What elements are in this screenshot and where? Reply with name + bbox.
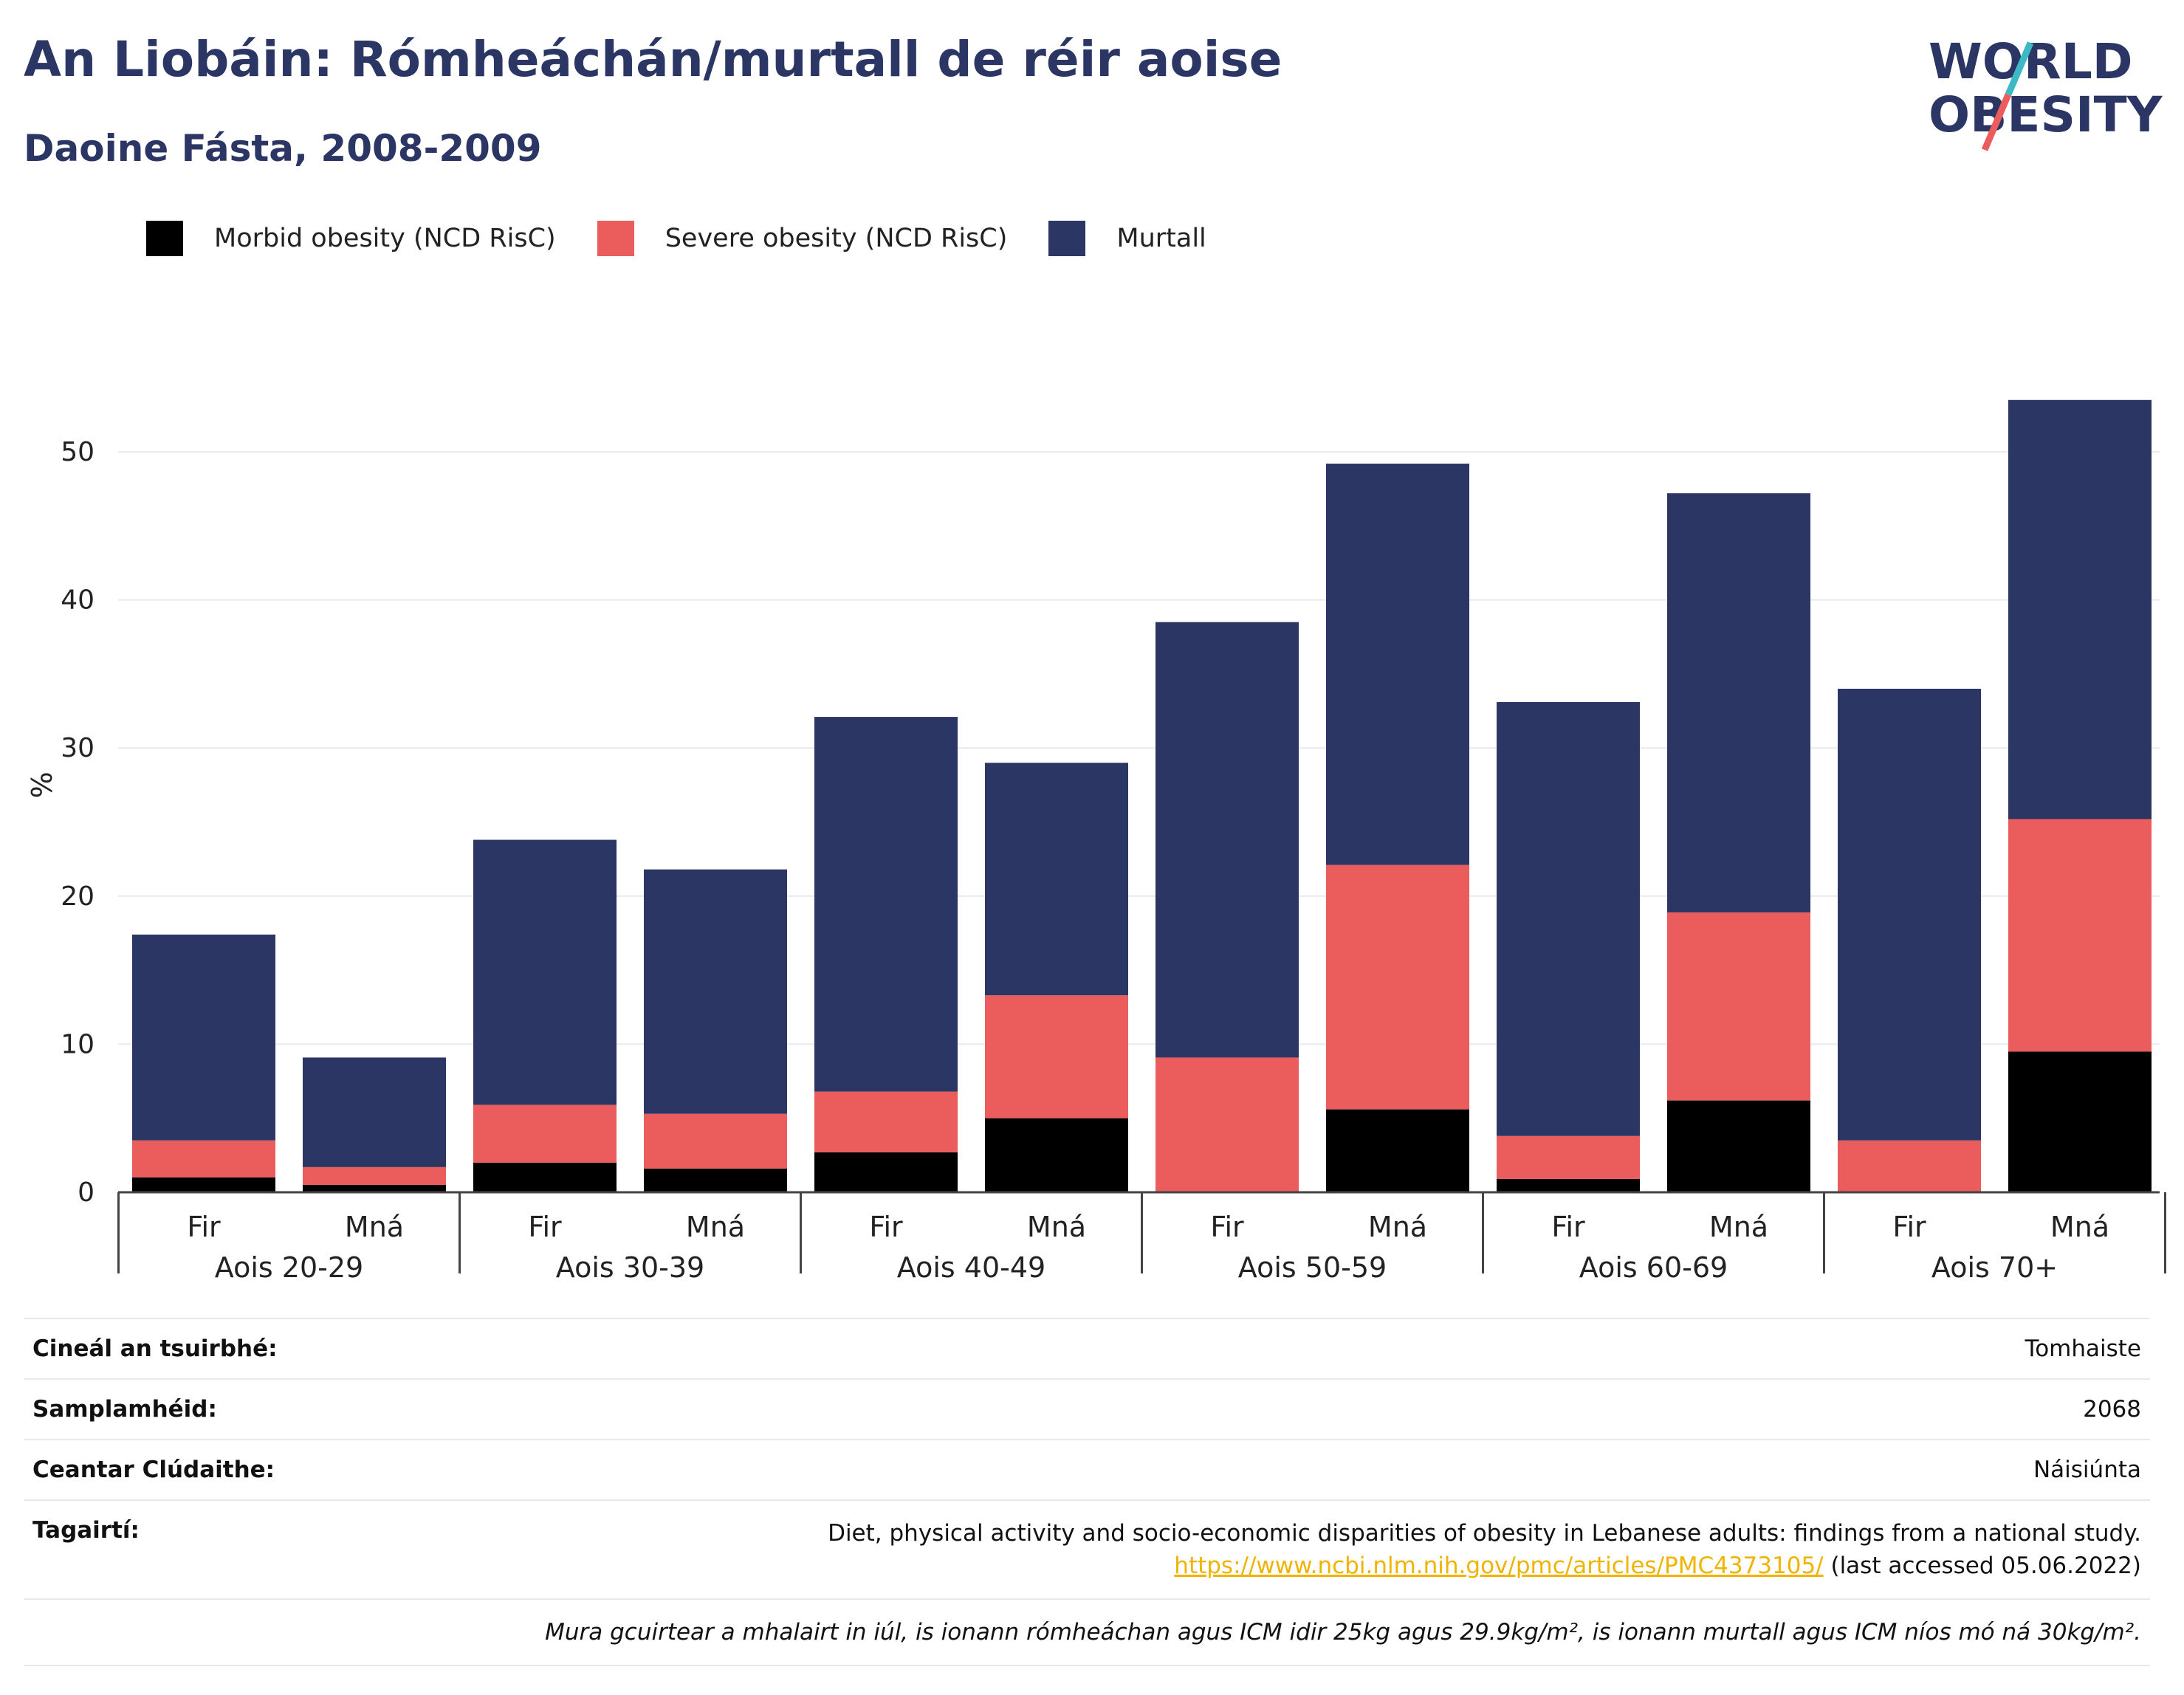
legend-swatch (597, 221, 634, 256)
legend-swatch (146, 221, 183, 256)
bar-segment (1326, 864, 1469, 1110)
legend-label: Morbid obesity (NCD RisC) (214, 224, 556, 253)
world-obesity-logo: WORLD OBESITY (1929, 33, 2163, 151)
x-group-label: Aois 20-29 (215, 1251, 363, 1284)
bar-segment (1667, 912, 1810, 1101)
sample-size-value: 2068 (2083, 1396, 2141, 1423)
bar-segment (473, 839, 617, 1105)
legend-item[interactable]: Murtall (1048, 221, 1206, 256)
bar-segment (473, 1104, 617, 1163)
reference-link[interactable]: https://www.ncbi.nlm.nih.gov/pmc/article… (1174, 1553, 1824, 1579)
bar-segment (1497, 702, 1640, 1136)
info-row-references: Tagairtí: Diet, physical activity and so… (24, 1499, 2150, 1598)
info-row-coverage: Ceantar Clúdaithe: Náisiúnta (24, 1439, 2150, 1499)
bar-segment (985, 995, 1128, 1118)
x-subcategory-label: Mná (1709, 1211, 1768, 1243)
stacked-bar-chart: 0 10 20 30 40 50% Fir Mná Fir Mná Fir Mná Fir Mná Fir M… (26, 399, 2166, 1284)
bar-segment (303, 1057, 446, 1167)
x-group-label: Aois 50-59 (1238, 1251, 1387, 1284)
legend-label: Severe obesity (NCD RisC) (665, 224, 1008, 253)
reference-text: Diet, physical activity and socio-econom… (828, 1520, 2141, 1547)
bar-segment (2008, 819, 2152, 1052)
bar-segment (2008, 399, 2152, 819)
bar-segment (132, 934, 275, 1141)
bar-segment (1326, 1109, 1469, 1192)
bar-segment (1838, 688, 1981, 1141)
bar-segment (473, 1162, 617, 1192)
sample-size-label: Samplamhéid: (32, 1396, 217, 1423)
y-tick-label: 10 (61, 1029, 95, 1059)
x-subcategory-label: Mná (345, 1211, 404, 1243)
x-group-label: Aois 30-39 (556, 1251, 704, 1284)
x-group-label: Aois 40-49 (897, 1251, 1045, 1284)
x-subcategory-label: Mná (1368, 1211, 1427, 1243)
chart-subtitle: Daoine Fásta, 2008-2009 (24, 127, 542, 170)
chart-legend: Morbid obesity (NCD RisC) Severe obesity … (146, 219, 1248, 258)
chart-title: An Liobáin: Rómheáchán/murtall de réir a… (24, 31, 1282, 88)
bar-segment (1326, 464, 1469, 865)
bar-segment (303, 1184, 446, 1192)
y-tick-label: 40 (61, 585, 95, 616)
x-subcategory-label: Fir (528, 1211, 562, 1243)
survey-type-value: Tomhaiste (2025, 1335, 2141, 1362)
legend-item[interactable]: Severe obesity (NCD RisC) (597, 221, 1008, 256)
info-row-sample-size: Samplamhéid: 2068 (24, 1378, 2150, 1439)
references-value: Diet, physical activity and socio-econom… (828, 1517, 2141, 1582)
x-subcategory-label: Mná (686, 1211, 745, 1243)
legend-swatch (1048, 221, 1086, 256)
x-subcategory-label: Mná (2050, 1211, 2109, 1243)
legend-item[interactable]: Morbid obesity (NCD RisC) (146, 221, 556, 256)
bar-segment (1497, 1178, 1640, 1192)
bar-segment (814, 1091, 958, 1152)
x-subcategory-label: Mná (1027, 1211, 1086, 1243)
legend-label: Murtall (1116, 224, 1206, 253)
logo-slash-teal (2005, 41, 2034, 96)
bar-segment (985, 763, 1128, 996)
bar-segment (1667, 493, 1810, 912)
x-subcategory-label: Fir (187, 1211, 221, 1243)
x-group-label: Aois 70+ (1931, 1251, 2058, 1284)
bar-segment (132, 1140, 275, 1177)
bar-segment (644, 1113, 787, 1169)
bar-segment (644, 869, 787, 1114)
bar-segment (814, 1152, 958, 1192)
y-tick-label: 0 (78, 1177, 95, 1208)
bar-segment (644, 1168, 787, 1192)
bar-segment (2008, 1051, 2152, 1192)
definition-note: Mura gcuirtear a mhalairt in iúl, is ion… (24, 1598, 2150, 1666)
y-tick-label: 20 (61, 881, 95, 912)
x-subcategory-label: Fir (1210, 1211, 1244, 1243)
bar-segment (985, 1118, 1128, 1192)
bar-segment (1155, 622, 1299, 1058)
references-label: Tagairtí: (32, 1517, 140, 1544)
x-group-label: Aois 60-69 (1579, 1251, 1728, 1284)
bar-segment (1838, 1140, 1981, 1192)
x-subcategory-label: Fir (869, 1211, 903, 1243)
bar-segment (132, 1177, 275, 1192)
info-table: Cineál an tsuirbhé: Tomhaiste Samplamhéi… (24, 1318, 2150, 1666)
logo-text-line2: OBESITY (1929, 86, 2163, 143)
y-tick-label: 30 (61, 733, 95, 763)
bar-segment (1667, 1100, 1810, 1192)
bar-segment (814, 717, 958, 1092)
info-row-survey-type: Cineál an tsuirbhé: Tomhaiste (24, 1318, 2150, 1378)
bar-segment (1497, 1135, 1640, 1179)
x-subcategory-label: Fir (1551, 1211, 1585, 1243)
y-tick-label: 50 (61, 437, 95, 467)
bar-segment (303, 1166, 446, 1185)
survey-type-label: Cineál an tsuirbhé: (32, 1335, 278, 1362)
y-axis-label: % (26, 771, 58, 798)
x-subcategory-label: Fir (1892, 1211, 1926, 1243)
coverage-label: Ceantar Clúdaithe: (32, 1457, 275, 1483)
coverage-value: Náisiúnta (2033, 1457, 2141, 1483)
bar-segment (1155, 1057, 1299, 1192)
reference-accessed: (last accessed 05.06.2022) (1823, 1553, 2141, 1579)
logo-text-line1: WORLD (1929, 33, 2133, 90)
logo-slash-red (1981, 93, 2012, 151)
